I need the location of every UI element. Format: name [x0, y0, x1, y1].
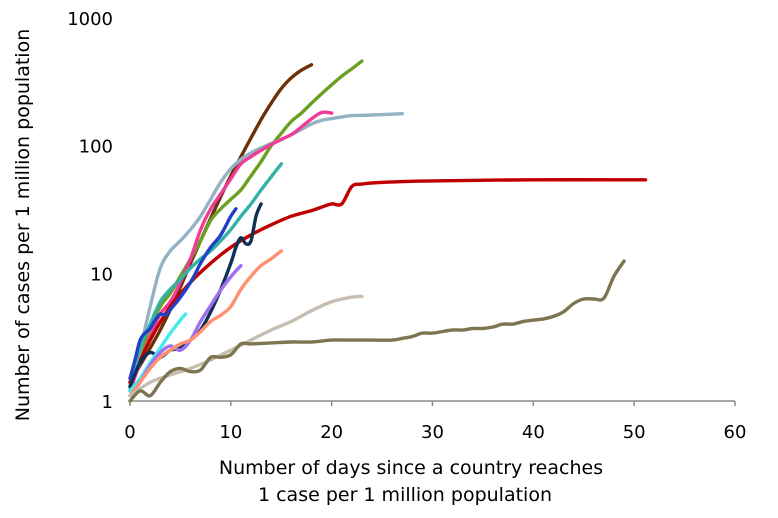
series-light-blue-line [128, 112, 404, 393]
x-tick-label-5: 50 [623, 422, 646, 443]
series-brown-line [128, 63, 314, 384]
x-tick-label-2: 20 [320, 422, 343, 443]
series-red-line [128, 178, 648, 384]
series-royal-blue-line [128, 207, 238, 381]
series-cyan-line [128, 312, 188, 393]
series-green-line [128, 59, 364, 389]
x-axis-ticks: 0 10 20 30 40 50 60 [124, 401, 746, 443]
y-tick-label-2: 100 [79, 137, 113, 158]
series-pink-line [128, 110, 334, 393]
plot-series [128, 59, 648, 403]
series-beige-line [128, 294, 364, 398]
series-olive-line [128, 259, 626, 403]
series-salmon-line [128, 249, 283, 398]
y-tick-label-1: 10 [90, 264, 113, 285]
x-tick-label-0: 0 [124, 422, 135, 443]
x-tick-label-6: 60 [724, 422, 747, 443]
y-axis-ticks: 1 10 100 1000 [67, 9, 113, 413]
series-navy-line [128, 202, 263, 389]
y-axis-title: Number of cases per 1 million population [12, 29, 34, 422]
axes: 0 10 20 30 40 50 60 1 10 100 1000 [67, 9, 746, 443]
x-tick-label-4: 40 [522, 422, 545, 443]
x-axis-title-line-2: 1 case per 1 million population [258, 484, 552, 506]
series-lavender-line [128, 263, 243, 398]
y-tick-label-3: 1000 [67, 9, 113, 30]
x-axis-title-line-1: Number of days since a country reaches [219, 457, 603, 479]
y-tick-label-0: 1 [102, 392, 113, 413]
x-tick-label-3: 30 [421, 422, 444, 443]
x-tick-label-1: 10 [219, 422, 242, 443]
